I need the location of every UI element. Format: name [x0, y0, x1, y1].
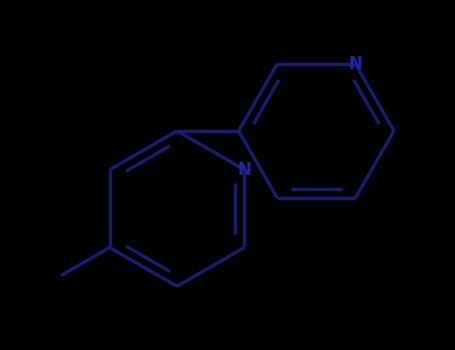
Text: N: N [348, 55, 362, 73]
Text: N: N [238, 161, 251, 179]
